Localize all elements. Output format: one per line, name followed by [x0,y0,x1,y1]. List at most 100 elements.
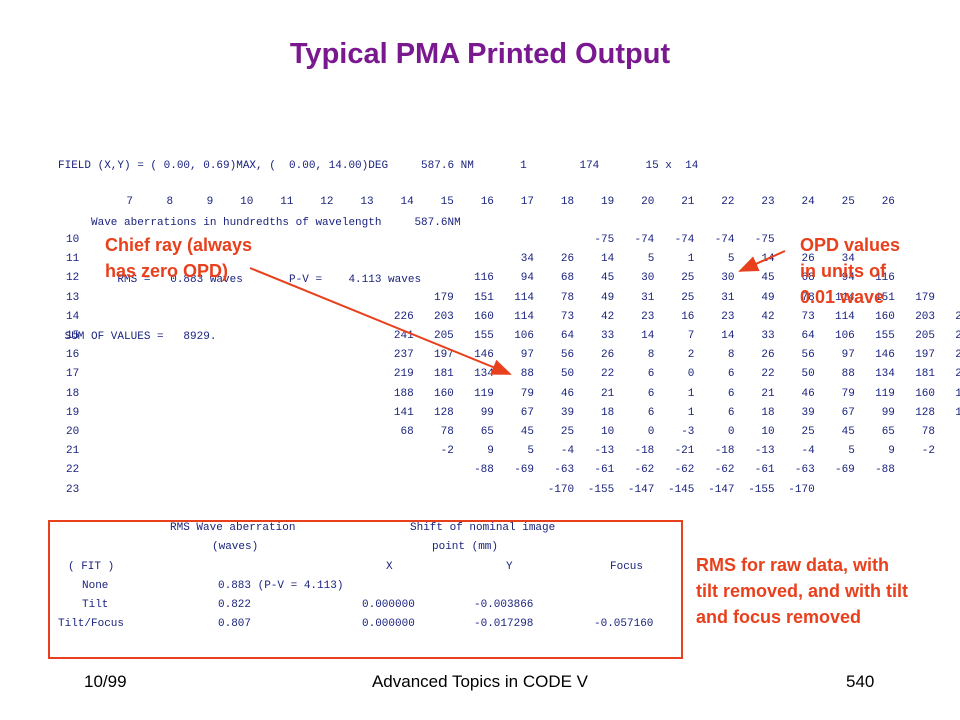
opd-cell: 6 [647,387,655,400]
row-label: 12 [66,272,80,285]
opd-cell: -74 [674,234,695,246]
opd-cell: 188 [955,387,960,400]
opd-cell: 23 [721,310,735,323]
opd-cell: -155 [587,483,615,496]
rms-col2-line2: point (mm) [432,541,499,553]
opd-cell: -147 [708,483,735,496]
opd-cell: -4 [801,445,815,458]
opd-cell: 94 [520,272,534,285]
opd-cell: 34 [520,253,534,266]
row-label: 19 [66,406,80,419]
opd-cell: 16 [681,310,695,323]
opd-cell: 10 [600,426,615,438]
chief-ray-annotation: Chief ray (always has zero OPD) [105,232,252,284]
opd-cell: -75 [594,234,615,246]
opd-cell: 56 [560,349,575,362]
opd-annotation: OPD values in units of 0.01 wave [800,232,900,310]
column-header: 25 [841,196,855,208]
opd-cell: 146 [875,349,895,362]
opd-cell: 160 [915,387,935,400]
rms-anno-line3: and focus removed [696,607,862,627]
opd-cell: 6 [727,387,735,400]
rms-col1-line2: (waves) [212,541,259,553]
chief-ray-arrow [249,267,512,375]
row-label: 15 [66,330,80,342]
opd-cell: 45 [761,272,775,285]
opd-cell: 0 [727,426,735,438]
rms-row-tiltfocus-name: Tilt/Focus [58,618,125,630]
column-header: 26 [881,196,895,208]
opd-cell: 6 [647,368,655,381]
opd-cell: -63 [554,464,575,477]
opd-cell: 99 [480,406,494,419]
rms-y-label: Y [506,561,513,573]
opd-cell: 97 [841,349,855,362]
opd-cell: 134 [875,368,895,381]
opd-cell: 22 [761,368,775,381]
opd-cell: 197 [433,349,454,362]
opd-cell: 21 [761,387,775,400]
opd-cell: 46 [560,387,575,400]
opd-cell: 14 [641,330,655,342]
row-label: 22 [66,464,80,477]
row-label: 16 [66,349,80,362]
opd-cell: -4 [560,445,575,458]
column-header: 12 [320,196,334,208]
opd-cell: -147 [627,483,655,496]
opd-cell: 5 [647,253,655,266]
opd-cell: 179 [433,291,454,304]
opd-cell: -61 [594,464,615,477]
opd-cell: 237 [955,349,960,362]
opd-cell: 114 [514,310,534,323]
opd-cell: 151 [474,291,494,304]
opd-cell: 49 [600,291,615,304]
opd-cell: 25 [560,426,575,438]
rms-row-none-name: None [82,580,109,592]
rms-col1-line1: RMS Wave aberration [170,522,296,534]
opd-cell: 67 [520,406,534,419]
opd-cell: 8 [727,349,735,362]
opd-cell: 26 [600,349,615,362]
opd-cell: 78 [440,426,454,438]
opd-cell: 50 [801,368,815,381]
rms-table-box [48,520,683,659]
opd-cell: 106 [834,330,855,342]
opd-cell: 203 [915,310,935,323]
header-line-wave: Wave aberrations in hundredths of wavele… [58,217,461,229]
column-header: 14 [400,196,414,208]
opd-cell: 0 [647,426,655,438]
opd-cell: 6 [727,406,735,419]
opd-cell: -18 [714,445,735,458]
opd-cell: 64 [560,330,575,342]
opd-cell: 8 [647,349,655,362]
rms-col2-line1: Shift of nominal image [410,522,556,534]
opd-line2: in units of [800,261,886,281]
opd-cell: 45 [520,426,534,438]
opd-cell: 30 [721,272,735,285]
opd-cell: 179 [915,291,935,304]
opd-cell: 64 [801,330,815,342]
opd-cell: 21 [600,387,615,400]
opd-cell: 78 [560,291,575,304]
opd-cell: 25 [681,291,695,304]
row-label: 13 [66,291,80,304]
opd-cell: 56 [801,349,815,362]
opd-line3: 0.01 wave [800,287,885,307]
opd-cell: 181 [915,368,935,381]
opd-cell: 31 [641,291,655,304]
column-header: 7 [126,196,133,208]
opd-cell: 88 [841,368,855,381]
row-label: 18 [66,387,80,400]
opd-cell: 94 [841,272,855,285]
opd-cell: 237 [393,349,414,362]
row-label: 11 [66,253,80,266]
opd-cell: 18 [600,406,615,419]
column-header: 10 [240,196,254,208]
opd-cell: 42 [761,310,775,323]
column-header: 13 [360,196,374,208]
opd-cell: 7 [687,330,695,342]
opd-cell: -62 [674,464,695,477]
column-header: 24 [801,196,815,208]
opd-cell: -74 [634,234,655,246]
